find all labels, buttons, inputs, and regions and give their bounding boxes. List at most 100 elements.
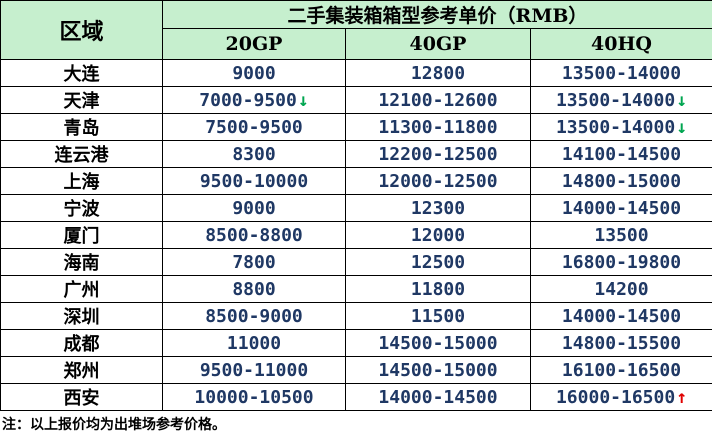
city-label: 宁波 <box>63 199 100 220</box>
price-40gp-value: 12500 <box>410 251 466 273</box>
price-40hq-value: 16100-16500 <box>561 359 682 381</box>
price-40hq-cell: 14100-14500 <box>530 140 712 168</box>
price-20gp-cell: 7000-9500↓ <box>162 86 346 114</box>
column-header-40hq: 40HQ <box>530 28 712 60</box>
table-row: 深圳 8500-9000 11500 14000-14500 <box>0 302 712 330</box>
city-label: 西安 <box>63 388 100 409</box>
price-40hq-cell: 16000-16500↑ <box>530 383 712 411</box>
container-price-table: 区域 二手集装箱箱型参考单价（RMB） 20GP 40GP 40HQ 大连 900… <box>0 0 712 411</box>
price-40hq-cell: 13500-14000↓ <box>530 113 712 141</box>
price-40gp-value: 12200-12500 <box>378 143 498 165</box>
footnote: 注：以上报价均为出堆场参考价格。 <box>2 417 226 433</box>
price-40hq-cell: 14800-15500 <box>530 329 712 357</box>
price-20gp-cell: 7800 <box>162 248 346 276</box>
table-row: 成都 11000 14500-15000 14800-15500 <box>0 329 712 357</box>
city-name: 上海 <box>0 167 163 195</box>
price-40hq-value: 14200 <box>594 278 649 300</box>
city-name: 广州 <box>0 275 163 303</box>
price-20gp-value: 8800 <box>232 278 276 300</box>
city-label: 连云港 <box>54 145 109 166</box>
price-40gp-cell: 14000-14500 <box>345 383 531 411</box>
price-40gp-cell: 11300-11800 <box>345 113 531 141</box>
city-name: 海南 <box>0 248 163 276</box>
table-row: 郑州 9500-11000 14500-15000 16100-16500 <box>0 356 712 384</box>
price-40gp-value: 11300-11800 <box>378 116 498 138</box>
table-row: 宁波 9000 12300 14000-14500 <box>0 194 712 222</box>
price-20gp-cell: 8300 <box>162 140 346 168</box>
price-40hq-value: 13500-14000 <box>555 89 676 111</box>
table-row: 广州 8800 11800 14200 <box>0 275 712 303</box>
title-row: 区域 二手集装箱箱型参考单价（RMB） <box>0 0 712 60</box>
price-20gp-value: 9000 <box>232 197 276 219</box>
price-40hq-cell: 13500 <box>530 221 712 249</box>
city-name: 青岛 <box>0 113 163 141</box>
price-20gp-cell: 9500-11000 <box>162 356 346 384</box>
price-40gp-cell: 12300 <box>345 194 531 222</box>
price-20gp-value: 7800 <box>232 251 276 273</box>
price-40hq-cell: 13500-14000↓ <box>530 86 712 114</box>
city-name: 郑州 <box>0 356 163 384</box>
price-40gp-cell: 12200-12500 <box>345 140 531 168</box>
price-20gp-value: 7500-9500 <box>205 116 303 138</box>
price-20gp-value: 11000 <box>226 332 282 354</box>
column-header-20gp: 20GP <box>162 28 346 60</box>
price-20gp-value: 9000 <box>232 62 276 84</box>
table-title: 二手集装箱箱型参考单价（RMB） <box>162 0 712 29</box>
price-20gp-cell: 8500-8800 <box>162 221 346 249</box>
price-40hq-value: 14800-15000 <box>561 170 682 192</box>
city-name: 大连 <box>0 59 163 87</box>
price-40hq-cell: 14800-15000 <box>530 167 712 195</box>
table-row: 西安 10000-10500 14000-14500 16000-16500↑ <box>0 383 712 411</box>
arrow-down-icon: ↓ <box>676 116 688 138</box>
price-40gp-cell: 14500-15000 <box>345 356 531 384</box>
arrow-down-icon: ↓ <box>676 89 688 111</box>
price-40gp-value: 11500 <box>410 305 466 327</box>
price-20gp-value: 9500-11000 <box>199 359 309 381</box>
price-40hq-value: 14800-15500 <box>561 332 682 354</box>
price-40hq-cell: 13500-14000 <box>530 59 712 87</box>
price-40gp-value: 12000 <box>410 224 466 246</box>
price-20gp-cell: 9000 <box>162 59 346 87</box>
price-20gp-value: 8300 <box>232 143 276 165</box>
price-40gp-cell: 12000-12500 <box>345 167 531 195</box>
arrow-up-icon: ↑ <box>676 386 688 408</box>
price-40hq-cell: 16800-19800 <box>530 248 712 276</box>
price-40gp-value: 14000-14500 <box>378 386 498 408</box>
price-40hq-cell: 14000-14500 <box>530 302 712 330</box>
price-40hq-cell: 14200 <box>530 275 712 303</box>
city-name: 宁波 <box>0 194 163 222</box>
price-20gp-value: 7000-9500 <box>199 89 297 111</box>
price-40gp-value: 14500-15000 <box>378 332 498 354</box>
price-40gp-cell: 14500-15000 <box>345 329 531 357</box>
price-20gp-cell: 11000 <box>162 329 346 357</box>
arrow-down-icon: ↓ <box>297 89 309 111</box>
price-40gp-cell: 11500 <box>345 302 531 330</box>
city-label: 深圳 <box>63 307 100 328</box>
city-name: 西安 <box>0 383 163 411</box>
table-row: 海南 7800 12500 16800-19800 <box>0 248 712 276</box>
price-20gp-cell: 8500-9000 <box>162 302 346 330</box>
city-name: 天津 <box>0 86 163 114</box>
price-20gp-cell: 9000 <box>162 194 346 222</box>
price-20gp-cell: 7500-9500 <box>162 113 346 141</box>
city-label: 上海 <box>63 172 100 193</box>
price-40hq-cell: 16100-16500 <box>530 356 712 384</box>
city-name: 连云港 <box>0 140 163 168</box>
price-40hq-value: 16800-19800 <box>561 251 682 273</box>
price-20gp-value: 8500-9000 <box>205 305 303 327</box>
price-20gp-value: 10000-10500 <box>194 386 314 408</box>
city-name: 深圳 <box>0 302 163 330</box>
city-label: 天津 <box>63 91 100 112</box>
table-row: 大连 9000 12800 13500-14000 <box>0 59 712 87</box>
table-row: 天津 7000-9500↓ 12100-12600 13500-14000↓ <box>0 86 712 114</box>
price-40hq-value: 14100-14500 <box>561 143 682 165</box>
city-label: 大连 <box>63 64 100 85</box>
price-40gp-cell: 12100-12600 <box>345 86 531 114</box>
price-40gp-value: 12300 <box>410 197 466 219</box>
city-label: 广州 <box>63 280 100 301</box>
price-20gp-cell: 10000-10500 <box>162 383 346 411</box>
city-name: 成都 <box>0 329 163 357</box>
table-body: 大连 9000 12800 13500-14000 天津 7000-9500↓ 12100-… <box>0 59 712 411</box>
price-40hq-value: 16000-16500 <box>555 386 676 408</box>
price-20gp-value: 9500-10000 <box>199 170 309 192</box>
